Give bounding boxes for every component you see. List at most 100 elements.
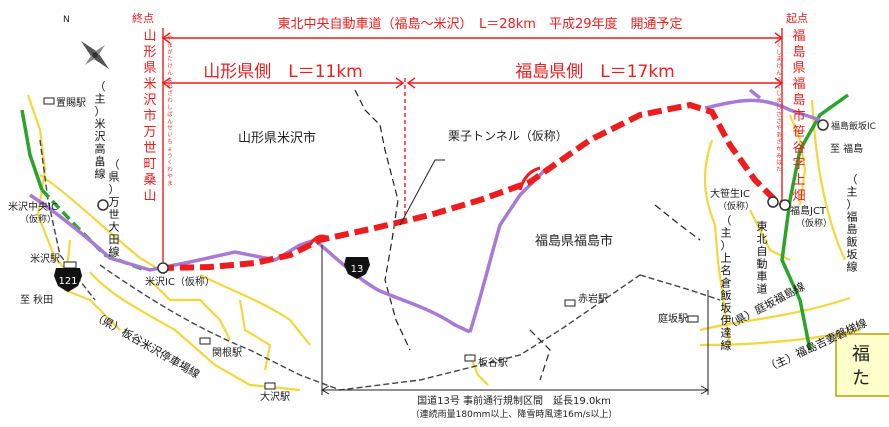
route-mansei-ohta-char: 線 — [109, 245, 120, 259]
route13-north — [748, 88, 762, 100]
railway-ou-line — [99, 264, 641, 391]
compass-north: N — [63, 15, 70, 25]
route-mansei-ohta-char: （ — [109, 158, 120, 171]
end-address-char: 市 — [143, 108, 156, 124]
road-yonezawa-takahata — [26, 94, 69, 273]
route-yonezawa-takahata-char: 畠 — [95, 154, 106, 168]
road-local-1 — [199, 274, 311, 346]
end-address-ruby-char: し — [167, 104, 173, 111]
green-route-north — [20, 109, 44, 191]
end-address-ruby-char: た — [167, 56, 173, 63]
end-address-ruby-char: ば — [167, 110, 173, 118]
road-fukushima-yoshitsuma — [699, 328, 861, 347]
yonezawa-station-marker — [63, 261, 77, 269]
start-address-char: 福 — [792, 29, 805, 44]
start-address-char: 島 — [792, 93, 805, 108]
route-kami-natakura-char: 飯 — [721, 288, 732, 302]
end-address-char: 山 — [143, 29, 156, 44]
route-kami-natakura-char: ） — [721, 239, 732, 252]
start-address-ruby-char: け — [776, 63, 782, 70]
tunnel-portal-west — [308, 234, 329, 246]
fukushima-jct-label: 福島JCT — [790, 204, 827, 217]
niwasaka-station-label: 庭坂駅 — [658, 312, 688, 325]
route-fukushima-iizaka-char: （ — [847, 173, 858, 186]
end-address-ruby-char: や — [167, 172, 173, 180]
end-address-char: 山 — [143, 189, 156, 204]
yonezawa-chuo-ic-marker — [97, 199, 109, 211]
start-address-char: 谷 — [792, 141, 805, 156]
to-akita-label: 至 秋田 — [20, 293, 53, 306]
okitama-station-marker — [43, 97, 55, 105]
start-address-ruby-char: く — [776, 84, 782, 90]
start-address-ruby-char: ざ — [776, 138, 782, 146]
to-fukushima-label: 至 福島 — [830, 142, 863, 155]
fukushima-iizaka-ic-marker — [817, 119, 829, 131]
route-yonezawa-takahata-char: ） — [95, 105, 106, 118]
region-fukushima: 福島県福島市 — [535, 233, 613, 249]
route-fukushima-iizaka-char: 福 — [847, 210, 858, 224]
end-address-ruby-char: ょ — [167, 146, 173, 152]
route-tohoku-expressway-char: 車 — [757, 269, 768, 283]
start-address-char: 県 — [792, 61, 805, 76]
road-local-4 — [149, 279, 231, 341]
route-mansei-ohta-char: ） — [109, 183, 120, 196]
route-yonezawa-takahata-char: 沢 — [95, 129, 106, 143]
end-point-heading: 終点 — [132, 11, 154, 25]
route-mansei-ohta-char: 万 — [109, 196, 120, 209]
new-expressway — [159, 101, 787, 271]
start-address-ruby-char: ま — [776, 56, 782, 63]
end-address-ruby-char: わ — [167, 97, 173, 104]
start-address-ruby-char: ま — [776, 97, 782, 104]
yamagata-section-label: 山形県側 L＝11km — [203, 62, 363, 82]
route-121-shield — [54, 268, 82, 292]
end-address-char: 町 — [143, 157, 156, 172]
start-address-char: 笹 — [792, 124, 805, 140]
end-address-char: 世 — [143, 141, 156, 156]
osasao-ic-marker — [767, 196, 779, 208]
route-tohoku-expressway-char: 北 — [757, 233, 768, 246]
end-address-ruby-char: せ — [167, 125, 173, 132]
route13-branch — [468, 168, 547, 333]
itaya-station-marker — [464, 354, 476, 362]
start-address-ruby-char: や — [776, 124, 782, 132]
end-address-char: 沢 — [143, 93, 156, 108]
route-fukushima-iizaka-char: 坂 — [847, 248, 858, 261]
end-address-ruby-char: ん — [167, 118, 173, 125]
route-fukushima-iizaka-char: ） — [847, 198, 858, 211]
route-kami-natakura-char: （ — [721, 214, 732, 227]
start-address-ruby-char: さ — [776, 118, 782, 125]
niwasaka-station-marker — [687, 315, 699, 323]
end-address-ruby-char: う — [167, 152, 173, 159]
route13-east — [704, 98, 821, 122]
tunnel-portal-east — [518, 166, 541, 191]
route-yonezawa-takahata-char: 主 — [95, 93, 106, 106]
end-address-char: 形 — [143, 45, 156, 60]
start-address-ruby-char: た — [776, 166, 782, 173]
osawa-station-label: 大沢駅 — [260, 390, 290, 403]
end-address-ruby-char: ま — [167, 180, 173, 187]
fukushima-jct-marker — [779, 199, 791, 211]
end-address-ruby-char: ね — [167, 83, 173, 90]
end-address-char: 米 — [143, 77, 156, 92]
road-itaya-yonezawa — [89, 271, 301, 392]
route-tohoku-expressway-char: 自 — [757, 245, 768, 258]
route-fukushima-iizaka-char: 線 — [847, 260, 858, 274]
road-local-6 — [788, 114, 807, 206]
yonezawa-chuo-ic-kasho: （仮称） — [20, 213, 56, 225]
yonezawa-chuo-ic-label: 米沢中央IC — [8, 200, 58, 213]
end-address-ruby-char: や — [167, 34, 173, 42]
regulation-line2: （連続雨量180mm以上、降雪時風速16m/s以上） — [411, 408, 618, 420]
route-mansei-ohta-char: 田 — [109, 233, 120, 246]
road-mansei-ohta — [39, 174, 161, 271]
route-yonezawa-takahata-char: 線 — [95, 167, 106, 181]
osasao-ic-label: 大笹生IC — [710, 187, 750, 200]
dimension-lines — [161, 28, 784, 262]
callout-text-line: た — [852, 368, 870, 389]
end-address-char: 桑 — [143, 173, 156, 188]
start-address-char: 字 — [792, 157, 805, 172]
boundary-east — [654, 204, 701, 241]
end-address-ruby-char: よ — [167, 76, 173, 83]
start-address-char: 島 — [792, 45, 805, 60]
route-fukushima-iizaka-char: 島 — [847, 222, 858, 236]
